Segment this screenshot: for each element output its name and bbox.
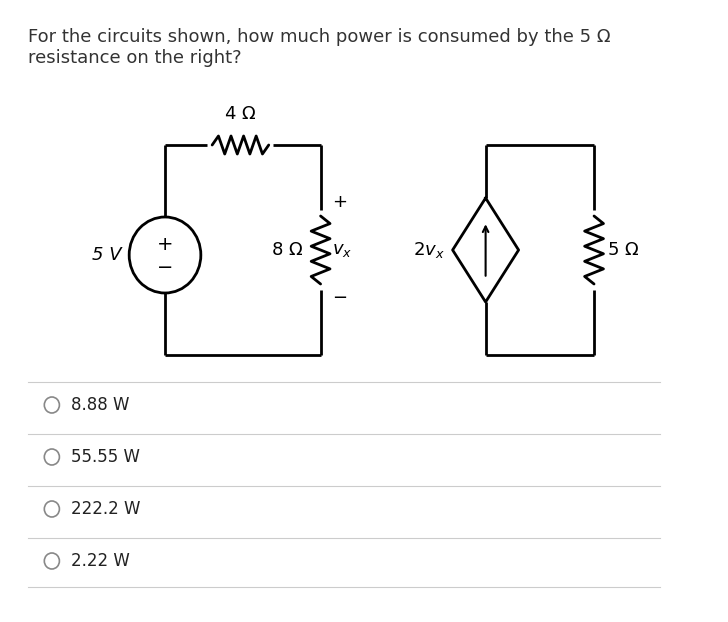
Text: 222.2 W: 222.2 W	[71, 500, 141, 518]
Text: +: +	[332, 193, 347, 211]
Text: 55.55 W: 55.55 W	[71, 448, 140, 466]
Text: −: −	[332, 289, 347, 307]
Text: 8.88 W: 8.88 W	[71, 396, 129, 414]
Text: $2v_x$: $2v_x$	[414, 240, 445, 260]
Text: 5 $\Omega$: 5 $\Omega$	[607, 241, 639, 259]
Text: 8 $\Omega$: 8 $\Omega$	[272, 241, 304, 259]
Text: 4 $\Omega$: 4 $\Omega$	[224, 105, 256, 123]
Text: +: +	[157, 236, 173, 254]
Text: For the circuits shown, how much power is consumed by the 5 Ω
resistance on the : For the circuits shown, how much power i…	[28, 28, 611, 67]
Text: 2.22 W: 2.22 W	[71, 552, 130, 570]
Text: 5 V: 5 V	[92, 246, 122, 264]
Text: $v_x$: $v_x$	[332, 241, 352, 259]
Text: −: −	[157, 258, 173, 277]
